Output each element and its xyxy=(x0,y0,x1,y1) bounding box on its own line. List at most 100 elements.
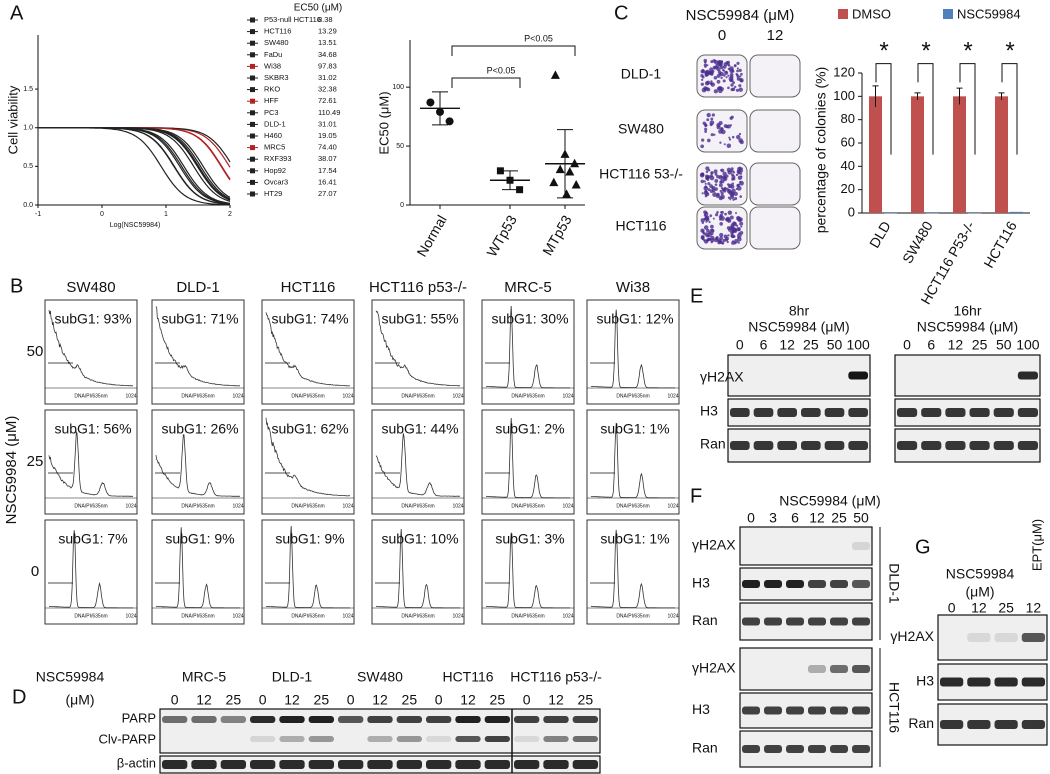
dose-label: 12 xyxy=(948,337,964,353)
colony xyxy=(736,233,742,238)
x-max-label: 1024 xyxy=(125,503,136,509)
colony xyxy=(712,192,717,197)
clv-band xyxy=(572,736,598,742)
dose-label: 6 xyxy=(760,337,768,353)
colony xyxy=(722,238,726,243)
dose-label: 0 xyxy=(948,600,956,616)
row-label: H3 xyxy=(916,673,934,689)
colony xyxy=(726,143,732,148)
x-axis-label: DNA/PI/635nm xyxy=(291,503,324,509)
h3-band xyxy=(852,580,870,588)
y-axis-label: EC50 (μM) xyxy=(376,91,391,154)
colony xyxy=(724,238,728,242)
row-label: H3 xyxy=(692,701,710,717)
colony xyxy=(720,76,723,80)
colony xyxy=(723,143,726,146)
colony xyxy=(705,124,708,127)
histogram xyxy=(375,310,461,387)
treatment-label: NSC59984 xyxy=(946,566,1015,582)
y-tick-label: 1.0 xyxy=(23,125,33,132)
time-label: 8hr xyxy=(789,303,810,319)
colony xyxy=(704,60,707,64)
y-axis-label: Cell viability xyxy=(5,85,20,154)
clv-band xyxy=(484,736,510,742)
legend-value: 8.38 xyxy=(318,15,333,24)
blot-frame xyxy=(739,526,873,566)
colony xyxy=(706,238,710,242)
ran-band xyxy=(830,617,848,626)
bracket xyxy=(451,45,576,56)
h2ax-band xyxy=(808,665,826,673)
ran-band xyxy=(777,441,797,450)
blot-frame xyxy=(739,647,873,691)
actin-band xyxy=(338,760,364,769)
parp-band xyxy=(396,716,422,723)
colony xyxy=(732,198,735,201)
colony xyxy=(730,169,734,173)
colony xyxy=(722,171,727,177)
subg1-label: subG1: 9% xyxy=(165,531,234,547)
colony xyxy=(725,71,728,74)
clv-band xyxy=(308,736,334,742)
ran-band xyxy=(730,441,750,450)
group-label: SW480 xyxy=(357,669,403,685)
parp-band xyxy=(484,716,510,723)
colony xyxy=(719,240,723,244)
y-tick-label: 20 xyxy=(841,181,855,196)
legend-value: 31.02 xyxy=(318,73,337,82)
h3-band xyxy=(808,706,826,715)
row-label: HCT116 53-/- xyxy=(599,166,683,182)
legend-swatch xyxy=(838,9,848,19)
time-label: 16hr xyxy=(953,303,981,319)
actin-band xyxy=(514,760,540,769)
ran-band xyxy=(742,745,760,753)
x-axis-label: DNA/PI/635nm xyxy=(74,393,107,399)
legend-value: 16.41 xyxy=(318,177,337,186)
subg1-label: subG1: 1% xyxy=(600,531,669,547)
legend-value: 110.49 xyxy=(318,108,340,117)
significance: * xyxy=(963,37,972,64)
point xyxy=(562,189,572,198)
parp-band xyxy=(514,716,540,723)
dose-label: 12 xyxy=(809,510,825,526)
colony xyxy=(722,69,725,72)
colony xyxy=(710,117,714,121)
panel-letter: A xyxy=(10,2,24,24)
colony xyxy=(713,169,718,174)
dose-curve xyxy=(38,127,231,163)
h3-band xyxy=(808,580,826,588)
colony xyxy=(714,213,719,217)
colony xyxy=(740,72,743,76)
colony xyxy=(720,127,724,131)
legend-swatch xyxy=(943,9,953,19)
colony xyxy=(710,224,714,229)
histogram-frame xyxy=(151,409,245,515)
x-axis-label: DNA/PI/635nm xyxy=(181,393,214,399)
colony xyxy=(720,175,723,179)
dose-label: 12 xyxy=(548,692,564,708)
histogram xyxy=(48,310,134,387)
dose-label: 3 xyxy=(769,510,777,526)
dose-label: 25 xyxy=(803,337,819,353)
colony xyxy=(703,180,706,183)
annotation: P<0.05 xyxy=(487,65,516,75)
dose-label: 12 xyxy=(460,692,476,708)
dose-label: 6 xyxy=(791,510,799,526)
y-axis-label: percentage of colonies (%) xyxy=(813,67,829,234)
x-tick-label: SW480 xyxy=(899,218,936,266)
colony xyxy=(704,127,708,131)
x-axis-label: DNA/PI/635nm xyxy=(401,393,434,399)
subg1-label: subG1: 3% xyxy=(495,531,564,547)
column-title: HCT116 p53-/- xyxy=(369,279,467,296)
column-title: DLD-1 xyxy=(176,279,219,296)
h3-band xyxy=(945,408,966,417)
y-tick-label: 100 xyxy=(392,84,404,91)
histogram-frame xyxy=(371,299,465,405)
legend-value: 34.68 xyxy=(318,50,337,59)
colony xyxy=(709,120,715,126)
parp-band xyxy=(338,716,364,723)
colony xyxy=(728,185,731,189)
x-max-label: 1024 xyxy=(452,613,463,619)
row-label: H3 xyxy=(700,403,718,419)
ran-band xyxy=(1021,720,1045,729)
